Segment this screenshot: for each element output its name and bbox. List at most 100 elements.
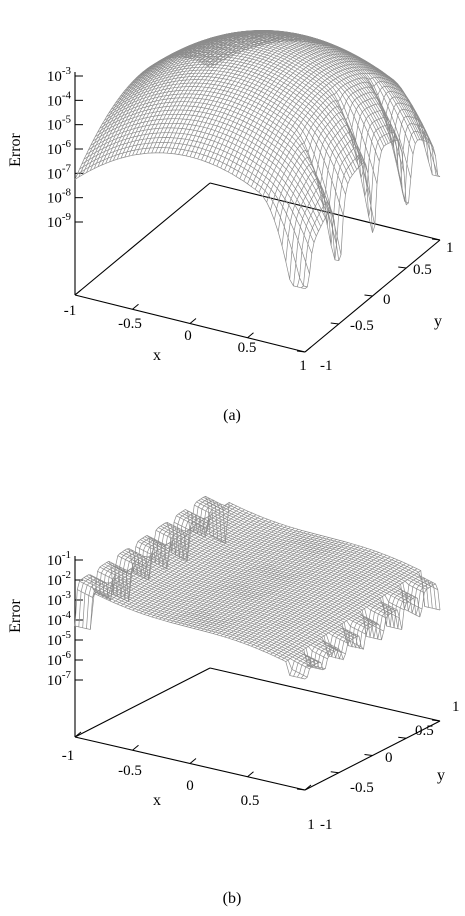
surface-line bbox=[178, 533, 314, 625]
x-tick-mark bbox=[247, 332, 254, 339]
panel-caption: (b) bbox=[223, 890, 242, 907]
surface-line bbox=[239, 55, 375, 179]
surface-line bbox=[293, 115, 429, 286]
surface-line bbox=[101, 42, 237, 166]
x-tick-mark bbox=[247, 771, 254, 778]
surface-line bbox=[254, 66, 391, 190]
surface-line bbox=[274, 564, 410, 657]
surface-line bbox=[220, 544, 356, 637]
surface-line bbox=[193, 537, 329, 629]
surface-line bbox=[304, 583, 441, 680]
surface-line bbox=[109, 39, 245, 163]
surface-line bbox=[289, 109, 426, 280]
surface-line bbox=[262, 72, 399, 197]
panel-a-surface-plot: -1 -0.5 0 0.5 1 -1 -0.5 0 0.5 1 10-9 10-8 10-7 10-6 10… bbox=[7, 30, 454, 424]
y-tick-mark bbox=[296, 350, 306, 353]
x-tick-mark bbox=[132, 303, 139, 310]
surface-line bbox=[151, 525, 287, 618]
y-tick-label: 1 bbox=[446, 240, 454, 256]
y-tick-mark bbox=[364, 754, 373, 756]
surface-line bbox=[170, 531, 306, 623]
surface-line bbox=[89, 503, 226, 630]
x-tick-mark bbox=[74, 731, 82, 738]
y-tick-label: 1 bbox=[452, 699, 460, 715]
surface-line bbox=[101, 505, 237, 598]
x-tick-mark bbox=[189, 758, 197, 764]
surface-line bbox=[293, 577, 429, 677]
error-surface-mesh bbox=[74, 30, 441, 290]
x-tick-label: 0 bbox=[184, 328, 192, 344]
surface-line bbox=[94, 502, 230, 594]
surface-line bbox=[289, 575, 426, 676]
surface-line bbox=[296, 579, 433, 678]
surface-line bbox=[159, 527, 295, 620]
y-tick-mark bbox=[296, 788, 306, 791]
surface-line bbox=[208, 40, 345, 164]
surface-line bbox=[109, 509, 245, 601]
x-tick-label: -1 bbox=[64, 303, 77, 319]
surface-line bbox=[212, 542, 349, 634]
surface-line bbox=[228, 546, 364, 639]
surface-line bbox=[189, 34, 326, 157]
surface-line bbox=[205, 37, 436, 157]
surface-line bbox=[113, 511, 249, 603]
surface-line bbox=[201, 539, 337, 631]
z-tick-label: 10-4 bbox=[47, 89, 72, 109]
surface-line bbox=[155, 526, 291, 619]
surface-line bbox=[212, 41, 349, 165]
x-tick-mark bbox=[132, 744, 139, 751]
z-tick-label: 10-2 bbox=[47, 569, 71, 589]
surface-line bbox=[140, 521, 276, 614]
surface-line bbox=[132, 518, 268, 611]
surface-line bbox=[86, 49, 222, 173]
z-tick-label: 10-5 bbox=[47, 629, 72, 649]
surface-line bbox=[266, 76, 402, 203]
z-tick-label: 10-5 bbox=[47, 114, 72, 134]
surface-line bbox=[86, 501, 222, 629]
surface-line bbox=[300, 131, 437, 289]
surface-line bbox=[273, 85, 410, 221]
surface-line bbox=[78, 54, 214, 178]
z-tick-label: 10-6 bbox=[47, 649, 72, 669]
z-tick-label: 10-4 bbox=[47, 609, 72, 629]
y-axis-back-line bbox=[74, 182, 211, 296]
surface-line bbox=[82, 51, 218, 175]
surface-line bbox=[270, 563, 406, 655]
surface-line bbox=[74, 152, 306, 290]
surface-line bbox=[97, 504, 234, 596]
y-tick-mark bbox=[398, 736, 407, 739]
x-tick-mark bbox=[304, 346, 312, 353]
surface-line bbox=[186, 535, 322, 627]
y-tick-mark bbox=[431, 238, 441, 241]
y-tick-label: -1 bbox=[320, 817, 333, 833]
x-tick-label: 1 bbox=[299, 358, 307, 374]
surface-line bbox=[224, 545, 360, 638]
surface-line bbox=[147, 30, 283, 154]
surface-line bbox=[250, 63, 387, 187]
z-tick-label: 10-7 bbox=[47, 669, 72, 689]
y-axis-back-line bbox=[74, 667, 211, 738]
surface-line bbox=[77, 147, 308, 288]
surface-line bbox=[124, 515, 261, 608]
surface-line bbox=[174, 532, 310, 624]
surface-line bbox=[278, 566, 414, 659]
surface-line bbox=[281, 568, 418, 660]
surface-line bbox=[254, 556, 391, 649]
surface-line bbox=[258, 69, 395, 193]
z-axis-title: Error bbox=[7, 598, 24, 632]
surface-line bbox=[124, 34, 260, 158]
surface-line bbox=[300, 581, 437, 679]
surface-line bbox=[147, 524, 284, 616]
surface-line bbox=[231, 51, 368, 175]
surface-line bbox=[205, 540, 341, 632]
y-tick-label: -1 bbox=[320, 358, 333, 374]
surface-line bbox=[247, 61, 383, 184]
surface-line bbox=[133, 553, 364, 650]
surface-line bbox=[270, 81, 406, 211]
surface-line bbox=[285, 570, 421, 662]
surface-line bbox=[193, 35, 329, 158]
surface-line bbox=[139, 31, 276, 155]
x-tick-label: -1 bbox=[62, 748, 75, 764]
surface-line bbox=[243, 552, 379, 644]
surface-line bbox=[166, 530, 303, 622]
